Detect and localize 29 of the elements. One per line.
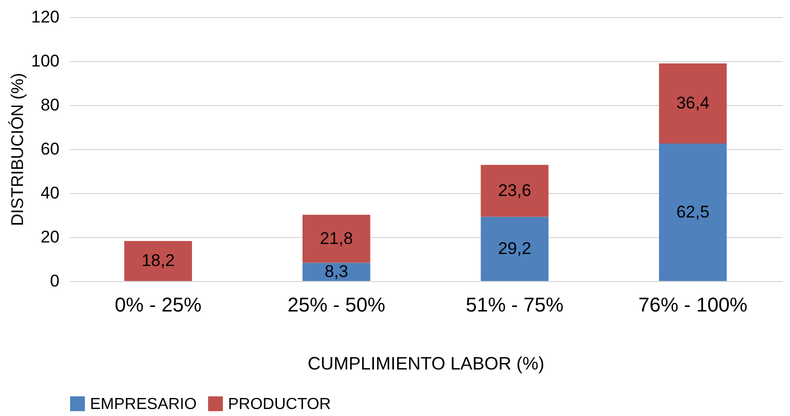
y-tick-label: 100 <box>31 52 60 70</box>
y-tick-label: 80 <box>40 96 60 114</box>
legend-label: PRODUCTOR <box>228 396 331 413</box>
x-tick-label: 76% - 100% <box>638 294 748 316</box>
y-tick-label: 60 <box>40 140 60 158</box>
y-tick-label: 0 <box>50 272 60 290</box>
x-tick-label: 25% - 50% <box>287 294 386 316</box>
data-label: 36,4 <box>676 93 710 112</box>
x-tick-label: 51% - 75% <box>466 294 564 316</box>
y-tick-label: 40 <box>40 184 60 202</box>
y-axis-title: DISTRIBUCIÓN (%) <box>8 73 28 226</box>
bar <box>480 164 548 217</box>
bar <box>124 240 192 281</box>
bar <box>659 63 727 144</box>
data-label: 23,6 <box>498 180 532 200</box>
data-label: 29,2 <box>498 238 532 258</box>
bar <box>659 144 727 281</box>
legend-label: EMPRESARIO <box>90 396 197 413</box>
x-tick-label: 0% - 25% <box>114 294 202 316</box>
data-label: 8,3 <box>324 262 348 281</box>
bar <box>302 214 370 263</box>
bar <box>302 262 370 281</box>
y-tick-label: 120 <box>31 8 60 26</box>
data-label: 21,8 <box>320 228 353 248</box>
y-tick-label: 20 <box>40 228 60 246</box>
x-axis-title: CUMPLIMIENTO LABOR (%) <box>308 354 544 374</box>
data-label: 18,2 <box>142 250 175 270</box>
data-label: 62,5 <box>676 202 710 222</box>
bar <box>480 216 548 281</box>
